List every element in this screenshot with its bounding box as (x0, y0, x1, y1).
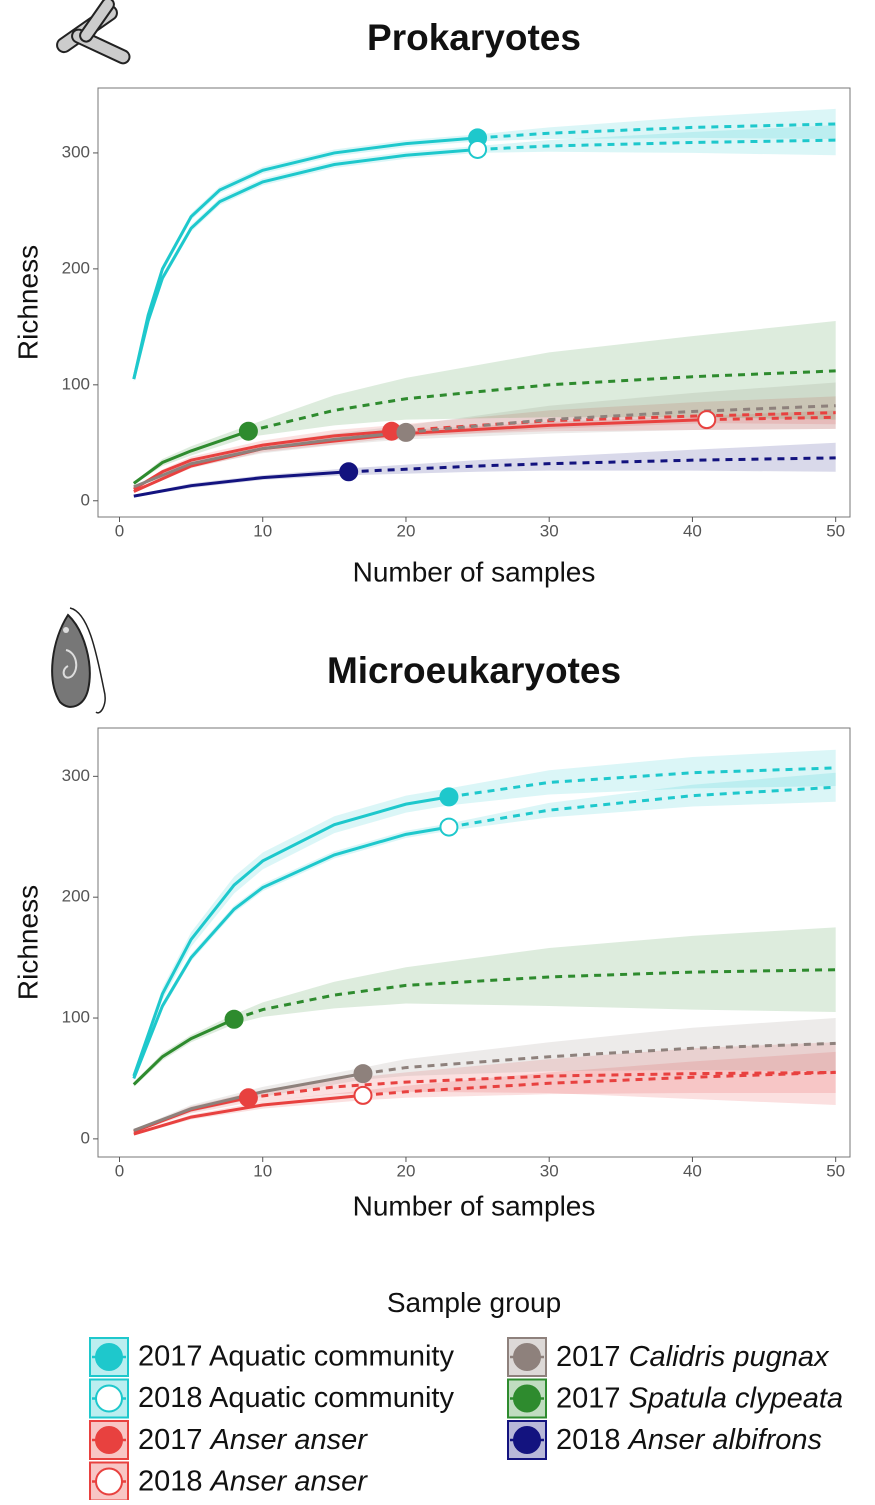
extrapolated-line (448, 766, 836, 799)
observed-point (224, 1009, 244, 1029)
legend-key-point (95, 1426, 123, 1454)
plot-frame (97, 727, 851, 1158)
confidence-band (133, 927, 836, 1087)
rarefaction-line (133, 430, 407, 489)
legend-key-point (95, 1384, 123, 1413)
x-axis-label: Number of samples (353, 1190, 596, 1221)
y-tick-label: 0 (81, 1128, 90, 1147)
legend-label: 2017 Aquatic community (138, 1341, 454, 1373)
confidence-band (133, 442, 836, 498)
y-tick-label: 300 (62, 142, 90, 161)
confidence-band (133, 108, 836, 382)
x-tick-label: 10 (253, 521, 272, 540)
x-tick-label: 30 (540, 521, 559, 540)
y-tick-label: 0 (81, 490, 90, 509)
chart-title: Microeukaryotes (327, 650, 621, 691)
y-tick-label: 200 (62, 258, 90, 277)
confidence-band (133, 1051, 836, 1136)
prokaryote-icon (56, 0, 131, 65)
y-tick-label: 200 (62, 887, 90, 906)
x-tick-label: 40 (683, 521, 702, 540)
extrapolated-line (362, 1070, 836, 1097)
observed-point (353, 1064, 373, 1084)
x-tick-label: 0 (115, 521, 124, 540)
y-axis-label: Richness (12, 885, 43, 1000)
legend-key-point (95, 1467, 123, 1496)
legend-key-point (513, 1426, 541, 1454)
rarefaction-line (133, 429, 392, 491)
rarefaction-line (132, 1017, 235, 1086)
microeukaryote-icon (51, 607, 106, 714)
observed-point (439, 817, 459, 837)
legend-key-point (95, 1343, 123, 1371)
confidence-band (133, 1018, 836, 1132)
rarefaction-line (133, 1072, 364, 1132)
observed-point (238, 1088, 258, 1108)
confidence-band (133, 749, 836, 1080)
x-tick-label: 50 (826, 1161, 845, 1180)
rarefaction-line (132, 825, 450, 1080)
observed-point (439, 787, 459, 807)
observed-point (396, 422, 416, 442)
x-tick-label: 20 (397, 521, 416, 540)
extrapolated-line (706, 415, 836, 422)
confidence-band (133, 382, 836, 489)
legend-label: 2018 Anser anser (138, 1465, 368, 1497)
extrapolated-line (362, 1041, 836, 1076)
legend-key-point (513, 1343, 541, 1371)
legend-label: 2017 Calidris pugnax (556, 1341, 830, 1373)
rarefaction-line (132, 795, 450, 1077)
observed-point (238, 421, 258, 441)
observed-point (697, 410, 717, 430)
legend-label: 2018 Anser albifrons (556, 1424, 822, 1456)
rarefaction-line (133, 470, 349, 498)
rarefaction-line (133, 1093, 364, 1136)
extrapolated-line (477, 122, 836, 140)
rarefaction-line (132, 136, 478, 380)
legend-key-point (513, 1384, 541, 1413)
extrapolated-line (477, 138, 836, 151)
x-tick-label: 30 (540, 1161, 559, 1180)
legend-label: 2017 Anser anser (138, 1424, 368, 1456)
y-tick-label: 100 (62, 1008, 90, 1027)
y-axis-label: Richness (12, 245, 43, 360)
rarefaction-line (132, 429, 249, 485)
x-tick-label: 40 (683, 1161, 702, 1180)
confidence-band (133, 321, 836, 485)
extrapolated-line (448, 785, 836, 829)
extrapolated-line (248, 369, 836, 433)
extrapolated-line (233, 968, 836, 1021)
plot-frame (97, 87, 851, 518)
x-axis-label: Number of samples (353, 556, 596, 587)
legend-title: Sample group (387, 1287, 561, 1318)
legend-label: 2017 Spatula clypeata (556, 1382, 843, 1414)
x-tick-label: 10 (253, 1161, 272, 1180)
observed-point (339, 462, 359, 482)
extrapolated-line (348, 456, 836, 474)
observed-point (353, 1085, 373, 1105)
y-tick-label: 300 (62, 766, 90, 785)
x-tick-label: 50 (826, 521, 845, 540)
y-tick-label: 100 (62, 374, 90, 393)
legend-label: 2018 Aquatic community (138, 1382, 454, 1414)
rarefaction-line (133, 418, 707, 493)
observed-point (468, 139, 488, 159)
confidence-band (133, 125, 836, 382)
extrapolated-line (248, 1070, 836, 1100)
x-tick-label: 20 (397, 1161, 416, 1180)
rarefaction-line (132, 147, 478, 380)
chart-title: Prokaryotes (367, 17, 581, 58)
confidence-band (133, 772, 836, 1081)
extrapolated-line (405, 404, 836, 434)
x-tick-label: 0 (115, 1161, 124, 1180)
